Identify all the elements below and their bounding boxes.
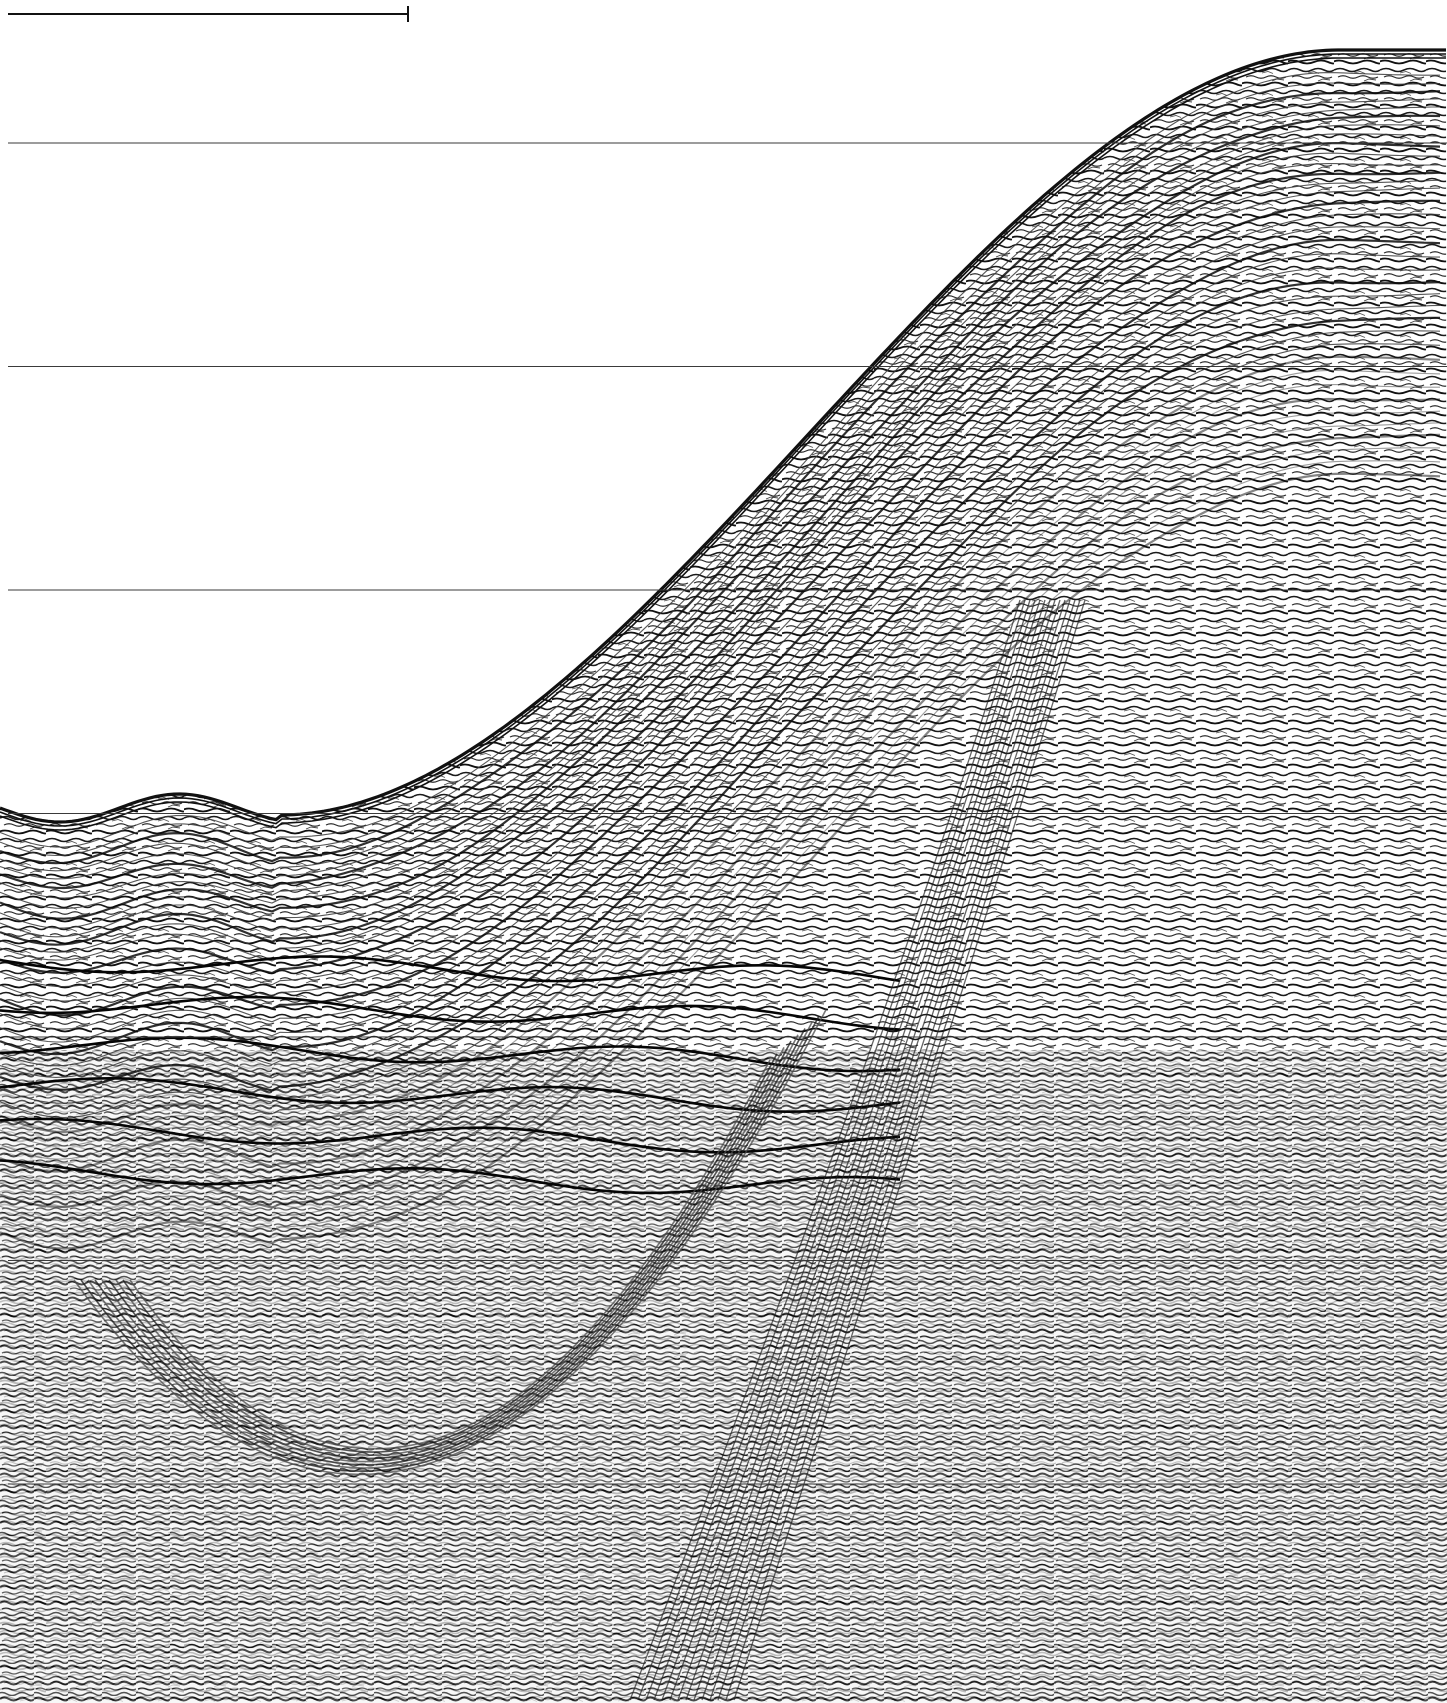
seafloor-line: [0, 53, 1446, 827]
sediment-reflector: [0, 397, 1441, 1173]
sediment-reflector: [0, 152, 1441, 929]
diffraction-curve: [115, 1047, 785, 1456]
sediment-reflector: [0, 163, 1441, 938]
basin-reflector: [0, 1036, 901, 1073]
diffraction-curve: [73, 1009, 827, 1476]
dipping-reflector: [709, 599, 1071, 1701]
dipping-reflector: [693, 599, 1061, 1701]
sediment-reflector: [0, 179, 1441, 953]
dipping-reflector: [653, 599, 1036, 1701]
dipping-reflector: [669, 599, 1046, 1701]
sediment-reflector: [0, 199, 1440, 975]
timing-lines: [8, 142, 1447, 1485]
sediment-reflector: [0, 124, 1441, 899]
sediment-reflector: [0, 410, 1441, 1184]
sediment-reflector: [0, 316, 1441, 1092]
basin-reflector: [0, 955, 901, 983]
seafloor-line: [0, 57, 1446, 831]
diffraction-curve: [101, 1034, 799, 1463]
diffraction-curve: [94, 1028, 806, 1466]
scale-bar: [8, 6, 409, 22]
diffraction-curve: [129, 1059, 771, 1450]
sediment-reflector: [0, 267, 1440, 1043]
sediment-reflector: [0, 304, 1441, 1079]
dipping-reflector: [661, 599, 1041, 1701]
sediment-reflector: [0, 171, 1441, 946]
sediment-reflector: [0, 133, 1441, 910]
seafloor-line: [0, 48, 1446, 824]
sediment-reflector: [0, 90, 1441, 865]
sediment-reflector: [0, 114, 1441, 890]
sediment-reflector: [0, 447, 1440, 1221]
sediment-reflector: [0, 226, 1441, 1002]
seafloor-reflector: [0, 48, 1446, 831]
diffraction-curve: [122, 1053, 778, 1453]
sediment-reflector: [0, 98, 1441, 872]
dipping-reflector: [701, 599, 1066, 1701]
sediment-reflector: [0, 369, 1441, 1147]
diffraction-curve: [87, 1021, 813, 1469]
sediment-reflector: [0, 238, 1441, 1017]
sediment-reflector: [0, 433, 1441, 1209]
layered-sediment-reflectors: [0, 72, 1441, 1250]
sediment-reflector: [0, 293, 1441, 1067]
dipping-reflector: [733, 599, 1086, 1701]
dipping-reflector: [645, 599, 1031, 1701]
basin-reflector: [0, 1117, 901, 1154]
dipping-reflector: [677, 599, 1051, 1701]
dipping-reflectors: [629, 599, 1086, 1701]
sediment-reflector: [0, 253, 1441, 1030]
diffraction-curve: [108, 1040, 792, 1460]
sediment-reflector: [0, 106, 1441, 881]
sediment-reflector: [0, 187, 1441, 962]
dipping-reflector: [725, 599, 1081, 1701]
dipping-reflector: [637, 599, 1026, 1701]
sediment-reflector: [0, 355, 1441, 1134]
sediment-reflector: [0, 72, 1440, 848]
sediment-reflector: [0, 343, 1441, 1119]
sediment-reflector: [0, 82, 1441, 857]
basin-reflector: [0, 1159, 901, 1195]
diffraction-hyperbola: [73, 1009, 827, 1476]
sediment-reflector: [0, 460, 1441, 1235]
basin-reflector: [0, 995, 901, 1031]
diffraction-curve: [80, 1015, 820, 1472]
dipping-reflector: [717, 599, 1076, 1701]
sediment-reflector: [0, 472, 1441, 1250]
dipping-reflector: [685, 599, 1056, 1701]
sediment-reflector: [0, 213, 1441, 988]
dipping-reflector: [629, 599, 1021, 1701]
sediment-reflector: [0, 141, 1441, 920]
sediment-reflector: [0, 281, 1441, 1056]
